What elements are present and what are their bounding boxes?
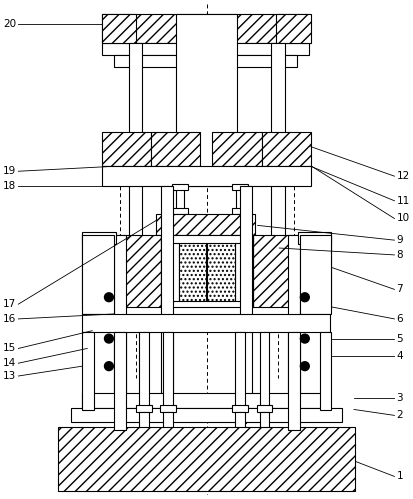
Bar [172, 208, 188, 214]
Text: 2: 2 [396, 410, 403, 420]
Bar [320, 332, 331, 411]
Bar [82, 332, 94, 411]
Bar [151, 132, 200, 166]
Bar [288, 235, 300, 398]
Circle shape [300, 334, 309, 343]
Bar [207, 240, 235, 304]
Bar [82, 232, 116, 244]
Bar [235, 332, 245, 411]
Text: 5: 5 [396, 334, 403, 344]
Bar [114, 332, 126, 430]
Bar [140, 413, 149, 467]
Bar [102, 14, 137, 43]
Text: 12: 12 [396, 171, 410, 181]
Text: 19: 19 [3, 166, 17, 176]
Bar [114, 235, 126, 398]
Bar [271, 43, 285, 250]
Bar [163, 332, 173, 411]
Bar [58, 427, 355, 491]
Bar [160, 405, 176, 413]
Text: 3: 3 [396, 393, 403, 403]
Text: 6: 6 [396, 314, 403, 324]
Text: 14: 14 [3, 358, 17, 368]
Bar [261, 132, 311, 166]
Circle shape [104, 362, 113, 371]
Bar [82, 314, 330, 332]
Bar [128, 43, 142, 250]
Circle shape [300, 362, 309, 371]
Text: 10: 10 [396, 214, 410, 224]
Bar [232, 208, 248, 214]
Bar [114, 307, 299, 322]
Bar [235, 413, 245, 467]
Bar [161, 235, 179, 309]
Bar [232, 184, 248, 190]
Bar [176, 186, 184, 211]
Bar [256, 405, 272, 413]
Bar [82, 235, 114, 314]
Bar [82, 393, 330, 408]
Bar [240, 186, 252, 398]
Bar [300, 235, 331, 314]
Bar [259, 332, 269, 411]
Text: 13: 13 [3, 371, 17, 381]
Bar [114, 55, 297, 67]
Text: 18: 18 [3, 181, 17, 191]
Bar [179, 240, 206, 304]
Bar [102, 43, 309, 55]
Bar [82, 235, 161, 309]
Bar [140, 332, 149, 411]
Circle shape [104, 293, 113, 302]
Text: 1: 1 [396, 472, 403, 482]
Circle shape [104, 334, 113, 343]
Bar [161, 301, 253, 309]
Bar [259, 413, 269, 467]
Text: 17: 17 [3, 299, 17, 309]
Text: 4: 4 [396, 351, 403, 361]
Bar [137, 405, 152, 413]
Bar [176, 14, 237, 186]
Bar [172, 184, 188, 190]
Bar [161, 186, 173, 398]
Bar [102, 132, 151, 166]
Bar [102, 166, 311, 186]
Text: 20: 20 [3, 18, 17, 28]
Bar [288, 332, 300, 430]
Bar [161, 235, 253, 243]
Bar [298, 232, 331, 244]
Bar [253, 235, 331, 309]
Circle shape [300, 293, 309, 302]
Text: 9: 9 [396, 235, 403, 245]
Bar [212, 132, 261, 166]
Bar [235, 235, 253, 309]
Text: 8: 8 [396, 250, 403, 260]
Text: 11: 11 [396, 196, 410, 206]
Bar [163, 413, 173, 467]
Bar [71, 408, 342, 422]
Text: 16: 16 [3, 314, 17, 324]
Text: 15: 15 [3, 343, 17, 353]
Bar [236, 186, 244, 211]
Bar [232, 405, 248, 413]
Text: 7: 7 [396, 284, 403, 294]
Bar [102, 14, 309, 43]
Bar [156, 214, 255, 235]
Bar [276, 14, 311, 43]
